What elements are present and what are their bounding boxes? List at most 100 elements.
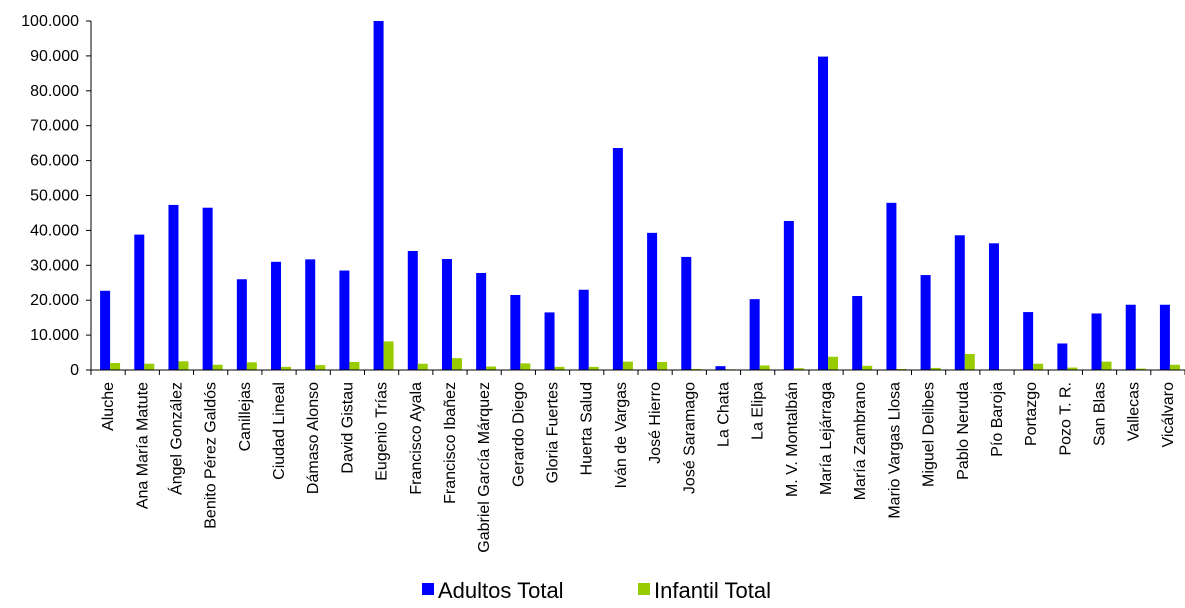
bar-adultos bbox=[989, 243, 999, 370]
bar-infantil bbox=[178, 361, 188, 370]
bar-adultos bbox=[1023, 312, 1033, 370]
x-tick-label: Gerardo Diego bbox=[510, 382, 527, 487]
bar-adultos bbox=[545, 312, 555, 370]
bar-adultos bbox=[1092, 313, 1102, 370]
x-tick-label: Vallecas bbox=[1126, 382, 1143, 441]
bar-infantil bbox=[760, 365, 770, 370]
x-tick-label: José Saramago bbox=[681, 382, 698, 494]
bar-adultos bbox=[886, 203, 896, 370]
x-tick-label: Eugenio Trías bbox=[374, 382, 391, 481]
x-tick-label: Huerta Salud bbox=[579, 382, 596, 475]
y-tick-label: 10.000 bbox=[30, 327, 79, 344]
bar-infantil bbox=[623, 362, 633, 370]
bar-adultos bbox=[750, 299, 760, 370]
bar-adultos bbox=[852, 296, 862, 370]
legend: Adultos Total Infantil Total bbox=[422, 578, 771, 603]
bar-adultos bbox=[955, 235, 965, 370]
y-tick-label: 80.000 bbox=[30, 83, 79, 100]
bar-infantil bbox=[418, 364, 428, 370]
bar-adultos bbox=[613, 148, 623, 370]
bar-adultos bbox=[1057, 343, 1067, 370]
y-tick-label: 20.000 bbox=[30, 292, 79, 309]
bar-infantil bbox=[862, 366, 872, 370]
legend-label-infantil: Infantil Total bbox=[654, 578, 771, 603]
x-tick-label: Dámaso Alonso bbox=[305, 382, 322, 494]
bar-infantil bbox=[110, 363, 120, 370]
bar-adultos bbox=[374, 21, 384, 370]
bar-adultos bbox=[134, 235, 144, 370]
y-tick-label: 70.000 bbox=[30, 118, 79, 135]
legend-swatch-adultos bbox=[422, 583, 434, 595]
bar-infantil bbox=[486, 367, 496, 370]
x-tick-label: Canillejas bbox=[237, 382, 254, 451]
x-tick-label: Aluche bbox=[100, 382, 117, 431]
bar-infantil bbox=[384, 341, 394, 370]
y-tick-label: 50.000 bbox=[30, 188, 79, 205]
axes bbox=[91, 21, 1185, 370]
bar-infantil bbox=[828, 357, 838, 370]
x-tick-label: La Elipa bbox=[750, 382, 767, 440]
bar-adultos bbox=[1126, 305, 1136, 370]
legend-label-adultos: Adultos Total bbox=[438, 578, 564, 603]
bar-infantil bbox=[657, 362, 667, 370]
legend-swatch-infantil bbox=[638, 583, 650, 595]
x-tick-label: María Lejárraga bbox=[818, 382, 835, 495]
x-tick-label: José Hierro bbox=[647, 382, 664, 464]
bar-infantil bbox=[1170, 365, 1180, 370]
bar-adultos bbox=[442, 259, 452, 370]
bars bbox=[100, 21, 1180, 370]
bar-infantil bbox=[1102, 362, 1112, 370]
bar-adultos bbox=[305, 259, 315, 370]
bar-adultos bbox=[408, 251, 418, 370]
bar-adultos bbox=[476, 273, 486, 370]
bar-infantil bbox=[213, 365, 223, 370]
x-tick-label: Ana María Matute bbox=[134, 382, 151, 509]
x-tick-label: Iván de Vargas bbox=[613, 382, 630, 488]
bar-adultos bbox=[579, 290, 589, 370]
x-tick-label: Francisco Ayala bbox=[408, 382, 425, 495]
bar-infantil bbox=[520, 363, 530, 370]
x-tick-label: Ciudad Lineal bbox=[271, 382, 288, 480]
x-tick-label: David Gistau bbox=[339, 382, 356, 474]
bar-adultos bbox=[237, 279, 247, 370]
x-tick-label: Ángel González bbox=[166, 382, 185, 495]
bar-adultos bbox=[203, 208, 213, 370]
y-tick-label: 100.000 bbox=[21, 13, 79, 30]
x-tick-label: San Blas bbox=[1092, 382, 1109, 446]
y-tick-label: 30.000 bbox=[30, 257, 79, 274]
bar-infantil bbox=[1033, 364, 1043, 370]
bar-infantil bbox=[144, 364, 154, 370]
bar-adultos bbox=[784, 221, 794, 370]
x-tick-label: Vicálvaro bbox=[1160, 382, 1177, 448]
bar-adultos bbox=[921, 275, 931, 370]
x-tick-label: Mario Vargas Llosa bbox=[886, 382, 903, 519]
x-tick-label: M. V. Montalbán bbox=[784, 382, 801, 497]
x-tick-label: Gabriel García Márquez bbox=[476, 382, 493, 553]
bar-infantil bbox=[349, 362, 359, 370]
y-tick-label: 0 bbox=[70, 362, 79, 379]
bar-adultos bbox=[647, 233, 657, 370]
x-tick-label: María Zambrano bbox=[852, 382, 869, 500]
bar-adultos bbox=[818, 57, 828, 370]
x-tick-label: Gloria Fuertes bbox=[545, 382, 562, 483]
bar-infantil bbox=[965, 354, 975, 370]
x-tick-label: Pozo T. R. bbox=[1057, 382, 1074, 456]
x-tick-label: Francisco Ibañez bbox=[442, 382, 459, 504]
bar-adultos bbox=[510, 295, 520, 370]
x-tick-label: Miguel Delibes bbox=[921, 382, 938, 487]
bar-adultos bbox=[271, 262, 281, 370]
bar-adultos bbox=[100, 291, 110, 370]
bar-infantil bbox=[247, 362, 257, 370]
bar-adultos bbox=[681, 257, 691, 370]
x-tick-label: Pío Baroja bbox=[989, 382, 1006, 457]
y-tick-label: 90.000 bbox=[30, 48, 79, 65]
bar-infantil bbox=[452, 358, 462, 370]
y-tick-label: 40.000 bbox=[30, 222, 79, 239]
bar-adultos bbox=[168, 205, 178, 370]
x-tick-label: Pablo Neruda bbox=[955, 382, 972, 480]
y-axis-ticks: 010.00020.00030.00040.00050.00060.00070.… bbox=[21, 13, 91, 379]
bar-adultos bbox=[1160, 305, 1170, 370]
x-tick-label: Benito Pérez Galdós bbox=[203, 382, 220, 529]
